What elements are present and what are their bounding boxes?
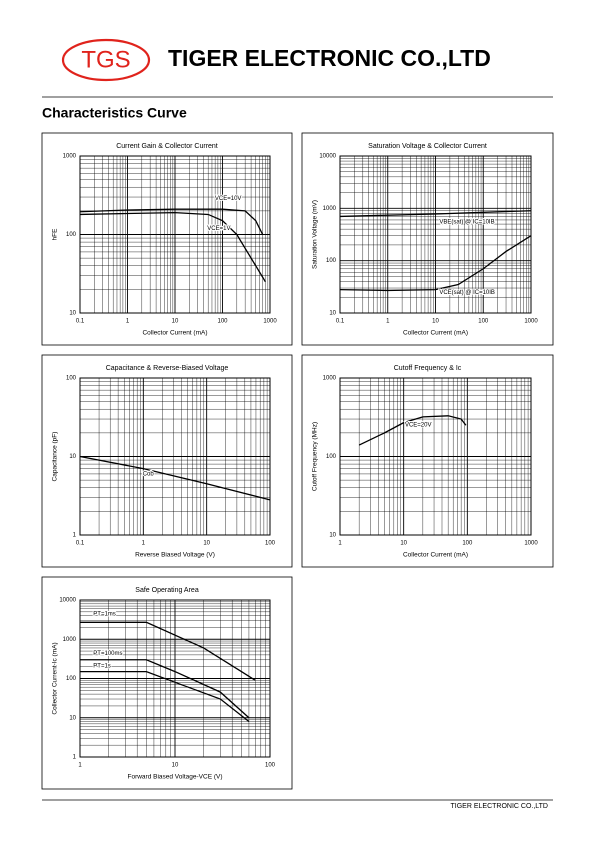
footer-text: TIGER ELECTRONIC CO.,LTD	[451, 803, 549, 810]
plot-border	[339, 377, 532, 536]
section-title: Characteristics Curve	[42, 105, 187, 121]
y-tick-label: 10000	[319, 154, 336, 160]
x-tick-label: 10	[172, 319, 179, 325]
series-line	[80, 670, 250, 723]
series-label: Cob	[143, 471, 155, 477]
x-tick-label: 100	[217, 319, 228, 325]
x-tick-label: 1	[338, 541, 342, 547]
series-line	[80, 621, 256, 681]
series-line	[80, 659, 250, 719]
y-tick-label: 100	[66, 376, 77, 382]
series-label: VCE(sat) @ IC=10IB	[439, 290, 495, 296]
y-axis-label: Collector Current-Ic (mA)	[52, 642, 59, 714]
series-line	[358, 415, 467, 446]
plot-border	[79, 599, 271, 758]
series-label: PT=1ms	[93, 612, 116, 618]
logo-ring	[61, 38, 151, 82]
x-tick-label: 1000	[524, 541, 538, 547]
x-tick-label: 10	[172, 763, 179, 769]
company-name: TIGER ELECTRONIC CO.,LTD	[168, 45, 491, 71]
plot-border	[79, 155, 271, 314]
y-tick-label: 10	[69, 454, 76, 460]
chart-frame	[301, 132, 554, 346]
y-tick-label: 1000	[323, 376, 337, 382]
x-axis-label: Collector Current (mA)	[403, 552, 468, 559]
series-line	[79, 211, 266, 283]
chart-frame	[301, 354, 554, 568]
x-tick-label: 100	[265, 541, 276, 547]
y-axis-label: Cutoff Frequency (MHz)	[312, 422, 319, 491]
x-tick-label: 0.1	[76, 319, 85, 325]
chart-title: Capacitance & Reverse-Biased Voltage	[106, 365, 229, 372]
x-tick-label: 0.1	[336, 319, 345, 325]
x-tick-label: 10	[432, 319, 439, 325]
series-label: PT=1s	[93, 664, 111, 670]
chart-title: Saturation Voltage & Collector Current	[368, 143, 487, 150]
x-tick-label: 1000	[263, 319, 277, 325]
y-tick-label: 10	[69, 715, 76, 721]
y-tick-label: 10000	[59, 598, 76, 604]
series-label: VBE(sat) @ IC=10IB	[439, 220, 494, 226]
y-axis-label: Capacitance (pF)	[52, 432, 59, 482]
y-tick-label: 100	[326, 258, 337, 264]
x-axis-label: Forward Biased Voltage-VCE (V)	[127, 774, 222, 781]
y-tick-label: 1000	[323, 206, 337, 212]
x-tick-label: 0.1	[76, 541, 85, 547]
chart-title: Cutoff Frequency & Ic	[394, 365, 462, 372]
x-tick-label: 100	[478, 319, 489, 325]
x-axis-label: Collector Current (mA)	[403, 330, 468, 337]
chart-frame	[41, 576, 293, 790]
x-tick-label: 1	[78, 763, 82, 769]
x-axis-label: Collector Current (mA)	[142, 330, 207, 337]
y-tick-label: 100	[326, 454, 337, 460]
y-tick-label: 10	[329, 311, 336, 317]
logo-text: TGS	[81, 46, 130, 73]
series-line	[79, 455, 271, 501]
x-tick-label: 1	[386, 319, 390, 325]
x-axis-label: Reverse Biased Voltage (V)	[135, 552, 215, 559]
series-label: VCE=20V	[405, 423, 432, 429]
x-tick-label: 100	[462, 541, 473, 547]
x-tick-label: 10	[400, 541, 407, 547]
series-line	[79, 208, 264, 235]
x-tick-label: 10	[203, 541, 210, 547]
y-axis-label: Saturation Voltage (mV)	[312, 200, 319, 269]
series-line	[339, 210, 532, 218]
x-tick-label: 1	[126, 319, 130, 325]
chart-title: Safe Operating Area	[135, 587, 199, 594]
y-tick-label: 10	[329, 533, 336, 539]
series-label: VCE=1V	[207, 226, 230, 232]
x-tick-label: 1000	[524, 319, 538, 325]
chart-frame	[41, 132, 293, 346]
series-label: VCE=10V	[215, 196, 242, 202]
y-tick-label: 1000	[63, 154, 77, 160]
x-tick-label: 1	[142, 541, 146, 547]
y-tick-label: 1	[73, 533, 77, 539]
chart-frame	[41, 354, 293, 568]
series-line	[339, 235, 532, 292]
y-tick-label: 100	[66, 676, 77, 682]
plot-border	[339, 155, 532, 314]
chart-title: Current Gain & Collector Current	[116, 143, 218, 150]
series-label: PT=100ms	[93, 651, 122, 657]
y-tick-label: 100	[66, 232, 77, 238]
y-tick-label: 1000	[63, 637, 77, 643]
y-tick-label: 1	[73, 755, 77, 761]
x-tick-label: 100	[265, 763, 276, 769]
y-axis-label: hFE	[52, 228, 59, 241]
y-tick-label: 10	[69, 311, 76, 317]
